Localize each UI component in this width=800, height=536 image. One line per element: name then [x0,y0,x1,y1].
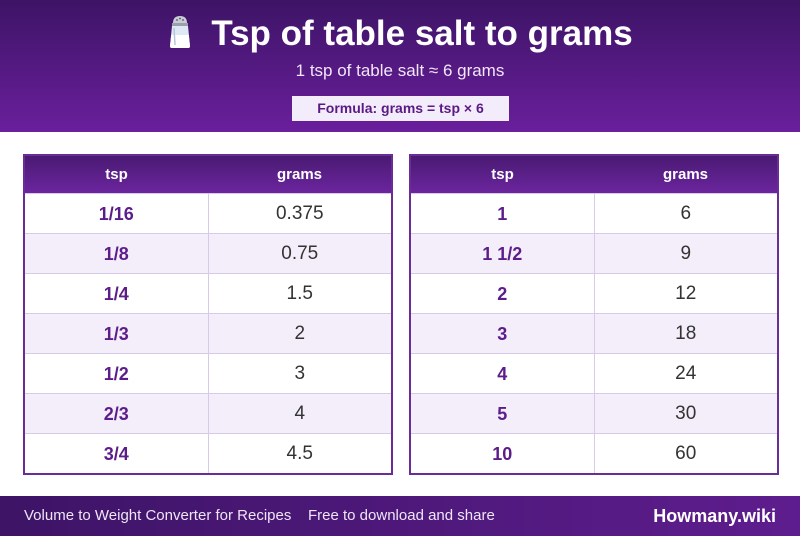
cell-grams: 4 [294,403,306,424]
table-row: 10 60 [411,433,777,473]
conversion-table-left: tsp grams 1/16 0.375 1/8 0.75 1/4 1.5 1/… [23,154,393,475]
cell-tsp: 1/2 [25,354,209,393]
table-row: 3 18 [411,313,777,353]
table-header: tsp grams [25,156,391,193]
cell-grams: 6 [680,203,692,224]
footer-bar: Volume to Weight Converter for Recipes F… [0,496,800,536]
cell-tsp: 1/8 [25,234,209,273]
table-row: 1/8 0.75 [25,233,391,273]
cell-grams: 3 [294,363,306,384]
column-header-grams: grams [276,166,323,183]
table-row: 2/3 4 [25,393,391,433]
cell-grams: 12 [675,283,697,304]
cell-grams: 60 [675,443,697,464]
formula-badge: Formula: grams = tsp × 6 [292,96,509,121]
table-row: 1/16 0.375 [25,193,391,233]
salt-shaker-icon [170,16,191,48]
cell-tsp: 4 [411,354,595,393]
cell-tsp: 1 [411,194,595,233]
table-row: 1/2 3 [25,353,391,393]
table-row: 4 24 [411,353,777,393]
header-banner: Tsp of table salt to grams 1 tsp of tabl… [0,0,800,132]
column-header-tsp: tsp [491,166,514,183]
table-row: 1 6 [411,193,777,233]
cell-grams: 24 [675,363,697,384]
table-row: 1 1/2 9 [411,233,777,273]
cell-grams: 9 [680,243,692,264]
footer-brand: Howmany.wiki [653,506,776,526]
cell-grams: 0.75 [281,243,319,264]
cell-grams: 0.375 [275,203,324,224]
table-header: tsp grams [411,156,777,193]
column-header-tsp: tsp [105,166,128,183]
footer-share-text: Free to download and share [308,507,495,524]
footer-converter-text: Volume to Weight Converter for Recipes [24,507,292,524]
cell-grams: 18 [675,323,697,344]
table-row: 2 12 [411,273,777,313]
conversion-table-right: tsp grams 1 6 1 1/2 9 2 12 3 18 4 24 5 3… [409,154,779,475]
cell-tsp: 2/3 [25,394,209,433]
cell-grams: 30 [675,403,697,424]
cell-grams: 2 [294,323,306,344]
cell-tsp: 1/16 [25,194,209,233]
cell-tsp: 2 [411,274,595,313]
cell-tsp: 1/3 [25,314,209,353]
table-row: 3/4 4.5 [25,433,391,473]
cell-tsp: 3 [411,314,595,353]
page-title-row: Tsp of table salt to grams [0,12,800,56]
column-header-grams: grams [662,166,709,183]
cell-grams: 4.5 [286,443,313,464]
table-row: 5 30 [411,393,777,433]
table-row: 1/4 1.5 [25,273,391,313]
table-row: 1/3 2 [25,313,391,353]
cell-tsp: 10 [411,434,595,473]
cell-tsp: 1/4 [25,274,209,313]
cell-tsp: 5 [411,394,595,433]
cell-grams: 1.5 [286,283,313,304]
cell-tsp: 1 1/2 [411,234,595,273]
cell-tsp: 3/4 [25,434,209,473]
page-title: Tsp of table salt to grams [211,14,633,53]
page-subtitle: 1 tsp of table salt ≈ 6 grams [295,61,505,80]
